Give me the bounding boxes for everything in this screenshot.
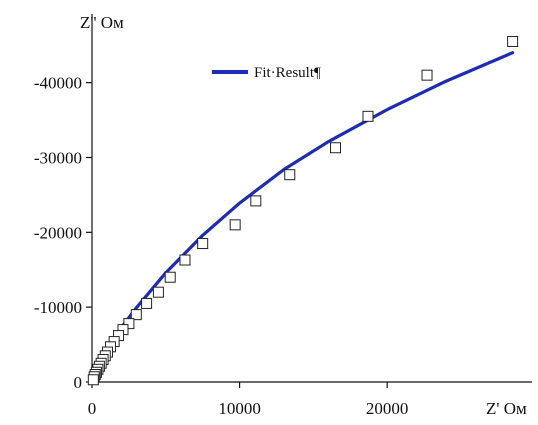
y-tick-label: 0 (74, 373, 83, 392)
data-point (130, 309, 142, 321)
data-point (197, 238, 209, 250)
data-point (123, 318, 135, 330)
x-tick-label: 20000 (366, 399, 409, 418)
data-point (152, 286, 164, 298)
data-point (141, 297, 153, 309)
legend: Fit·Result¶ (212, 65, 321, 81)
axes (91, 14, 532, 383)
data-point (250, 195, 262, 207)
data-point (229, 219, 241, 231)
y-tick-label: -30000 (34, 148, 82, 167)
y-tick-label: -10000 (34, 298, 82, 317)
fit-result-line (90, 51, 515, 384)
data-point (164, 271, 176, 283)
data-point (362, 110, 374, 122)
data-point (284, 169, 296, 181)
tick-marks (86, 82, 388, 388)
x-tick-label: 10000 (218, 399, 261, 418)
data-point (87, 374, 99, 386)
data-point (507, 35, 519, 47)
x-axis-title: Z' Ом (486, 399, 527, 418)
data-point (179, 254, 191, 266)
legend-label-fit-result: Fit·Result¶ (254, 65, 321, 81)
y-tick-label: -20000 (34, 223, 82, 242)
y-axis-title: Z'' Ом (80, 13, 124, 32)
data-point (330, 142, 342, 154)
tick-labels: 0 10000 20000 0 -10000 -20000 -30000 -40000 (34, 74, 409, 418)
series-layer (87, 35, 519, 386)
data-point (421, 69, 433, 81)
y-tick-label: -40000 (34, 74, 82, 93)
x-tick-label: 0 (88, 399, 97, 418)
